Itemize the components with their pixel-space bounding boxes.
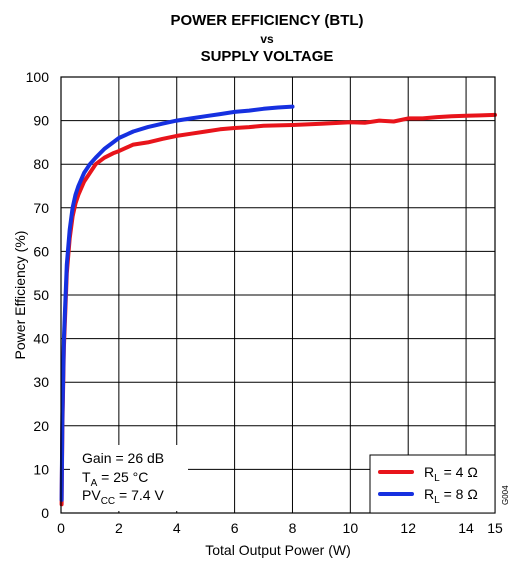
chart-id: G004 (501, 485, 510, 505)
y-tick-label: 100 (26, 69, 50, 85)
chart-title-line3: SUPPLY VOLTAGE (201, 48, 334, 65)
annotation-gain: Gain = 26 dB (82, 450, 164, 466)
y-tick-label: 30 (33, 374, 49, 390)
y-tick-label: 20 (33, 418, 49, 434)
y-axis-label: Power Efficiency (%) (12, 231, 28, 360)
y-tick-label: 40 (33, 331, 49, 347)
y-tick-label: 10 (33, 461, 49, 477)
legend: RL = 4 Ω RL = 8 Ω (369, 454, 496, 514)
annotation-supply-voltage: PVCC = 7.4 V (82, 487, 164, 507)
series-layer (59, 104, 497, 507)
series-line-8ohm (59, 104, 295, 502)
legend-label-4ohm: RL = 4 Ω (424, 464, 478, 484)
annotation-temperature: TA = 25 °C (82, 469, 148, 489)
tick-labels: 0 2 4 6 8 10 12 14 15 0 10 20 30 40 50 60 70 80 90 100 (26, 69, 503, 536)
y-tick-label: 80 (33, 156, 49, 172)
conditions-annotation: Gain = 26 dB TA = 25 °C PVCC = 7.4 V (70, 445, 188, 511)
y-tick-label: 90 (33, 113, 49, 129)
x-tick-label: 4 (173, 520, 181, 536)
x-tick-label: 2 (115, 520, 123, 536)
grid (61, 77, 495, 513)
x-axis-label: Total Output Power (W) (205, 542, 351, 558)
y-tick-label: 50 (33, 287, 49, 303)
x-tick-label: 14 (458, 520, 474, 536)
y-tick-label: 60 (33, 243, 49, 259)
y-tick-label: 0 (41, 505, 49, 521)
x-tick-label: 8 (289, 520, 297, 536)
x-tick-label: 6 (231, 520, 239, 536)
legend-box (369, 454, 496, 514)
plot-frame (60, 76, 496, 514)
y-tick-label: 70 (33, 200, 49, 216)
chart-title-line1: POWER EFFICIENCY (BTL) (170, 12, 363, 29)
x-tick-label: 0 (57, 520, 65, 536)
chart-title-line2: vs (260, 32, 274, 46)
legend-label-8ohm: RL = 8 Ω (424, 486, 478, 506)
x-tick-label: 12 (400, 520, 416, 536)
x-tick-label: 15 (487, 520, 503, 536)
x-tick-label: 10 (343, 520, 359, 536)
